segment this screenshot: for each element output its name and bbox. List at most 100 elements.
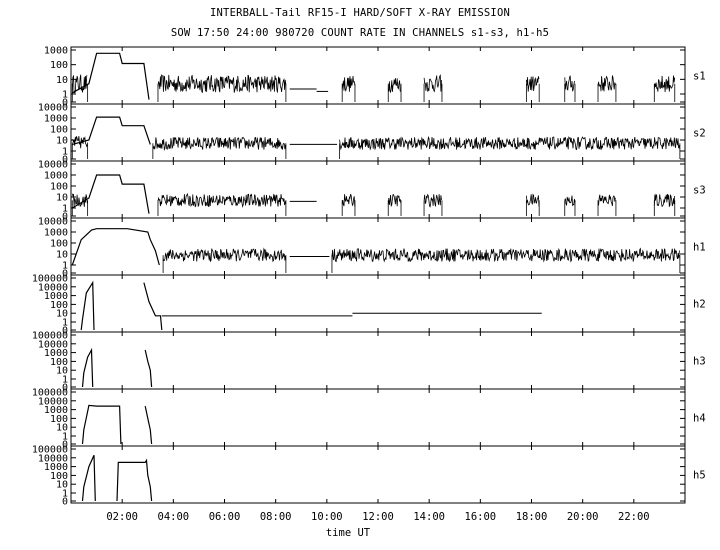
series-label-h1: h1 [693,242,706,254]
series-noise-s1 [564,75,576,92]
series-noise-s1 [653,75,676,93]
series-label-h3: h3 [693,356,706,368]
y-tick-label-h5: 100 [50,471,68,482]
y-tick-label-h2: 10000 [38,282,68,293]
series-line-h3 [81,347,94,388]
x-tick-label: 12:00 [362,511,394,523]
series-spike-h2 [143,282,163,331]
y-tick-label-s2: 100 [50,125,68,136]
y-tick-label-h2: 100000 [32,274,68,285]
series-label-h4: h4 [693,413,706,425]
y-tick-label-s2: 0 [62,155,68,166]
series-noise-s3 [597,194,616,207]
chart-subtitle: SOW 17:50 24:00 980720 COUNT RATE IN CHA… [170,27,550,39]
y-tick-label-s1: 1 [62,90,68,101]
y-tick-label-s1: 10 [56,75,68,86]
y-tick-label-h3: 0 [62,383,68,394]
series-noise-s3 [653,193,676,208]
y-tick-label-h5: 1 [62,489,68,500]
y-tick-label-h1: 1000 [44,228,68,239]
series-label-s3: s3 [693,185,706,197]
y-tick-label-s2: 1 [62,147,68,158]
panel-frame-s2 [70,103,686,162]
series-line-h5 [81,454,96,502]
series-noise-h1 [331,247,680,263]
x-axis-label: time UT [326,527,371,539]
series-noise-s1 [423,74,442,93]
y-tick-label-h3: 1 [62,375,68,386]
y-tick-label-h4: 0 [62,440,68,451]
y-tick-label-h4: 100000 [32,388,68,399]
y-tick-label-s2: 1000 [44,114,68,125]
series-noise-s1 [71,74,88,94]
series-line-h1 [71,228,160,266]
x-tick-label: 22:00 [618,511,650,523]
y-tick-label-s1: 100 [50,60,68,71]
series-line-s1 [72,52,150,100]
chart-title: INTERBALL-Tail RF15-I HARD/SOFT X-RAY EM… [210,7,510,19]
series-noise-s3 [341,193,356,207]
series-noise-s3 [423,193,442,208]
x-tick-label: 16:00 [465,511,497,523]
x-tick-label: 02:00 [106,511,138,523]
panel-frame-s3 [70,160,686,219]
y-tick-label-h4: 10000 [38,396,68,407]
y-tick-label-h5: 0 [62,497,68,508]
series-noise-s2 [152,136,286,152]
series-noise-s3 [71,193,88,207]
x-tick-label: 18:00 [516,511,548,523]
panel-frame-h5 [70,445,686,504]
y-tick-label-h3: 10 [56,366,68,377]
y-tick-label-h5: 10000 [38,453,68,464]
series-noise-s3 [526,193,540,207]
series-label-s2: s2 [693,128,706,140]
y-tick-label-h4: 10 [56,423,68,434]
series-noise-s1 [387,78,402,94]
x-tick-label: 06:00 [209,511,241,523]
series-noise-s3 [564,195,576,207]
y-tick-label-s2: 10 [56,136,68,147]
y-tick-label-h1: 10000 [38,217,68,228]
y-tick-label-s1: 1000 [44,46,68,57]
y-tick-label-h1: 0 [62,269,68,280]
y-tick-label-h4: 100 [50,414,68,425]
panel-frame-h2 [70,274,686,333]
series-label-s1: s1 [693,71,706,83]
series-noise-s3 [387,194,402,208]
series-spike-h5 [116,458,153,502]
series-line-h2 [80,280,95,331]
y-tick-label-s3: 10 [56,193,68,204]
y-tick-label-h3: 10000 [38,339,68,350]
y-tick-label-h2: 10 [56,309,68,320]
series-line-s3 [71,174,150,214]
y-tick-label-h1: 10 [56,250,68,261]
y-tick-label-s3: 1000 [44,171,68,182]
y-tick-label-s3: 10000 [38,160,68,171]
y-tick-label-h2: 100 [50,300,68,311]
y-tick-label-h2: 1000 [44,291,68,302]
series-noise-s1 [597,75,616,92]
y-tick-label-s3: 100 [50,182,68,193]
panel-frame-h3 [70,331,686,390]
series-spike-h3 [144,349,153,388]
y-tick-label-h2: 0 [62,326,68,337]
x-tick-label: 20:00 [567,511,599,523]
series-line-s2 [72,116,151,145]
series-label-h2: h2 [693,299,706,311]
y-tick-label-s3: 1 [62,204,68,215]
x-tick-label: 08:00 [260,511,292,523]
series-noise-s3 [157,192,287,209]
y-tick-label-h5: 10 [56,480,68,491]
y-tick-label-h3: 100000 [32,331,68,342]
panel-frame-h4 [70,388,686,447]
y-tick-label-s2: 10000 [38,103,68,114]
x-tick-label: 10:00 [311,511,343,523]
series-noise-s2 [72,136,88,149]
series-spike-h4 [144,405,153,445]
y-tick-label-h5: 100000 [32,445,68,456]
y-tick-label-s3: 0 [62,212,68,223]
y-tick-label-h5: 1000 [44,462,68,473]
y-tick-label-h1: 1 [62,261,68,272]
x-tick-label: 14:00 [413,511,445,523]
